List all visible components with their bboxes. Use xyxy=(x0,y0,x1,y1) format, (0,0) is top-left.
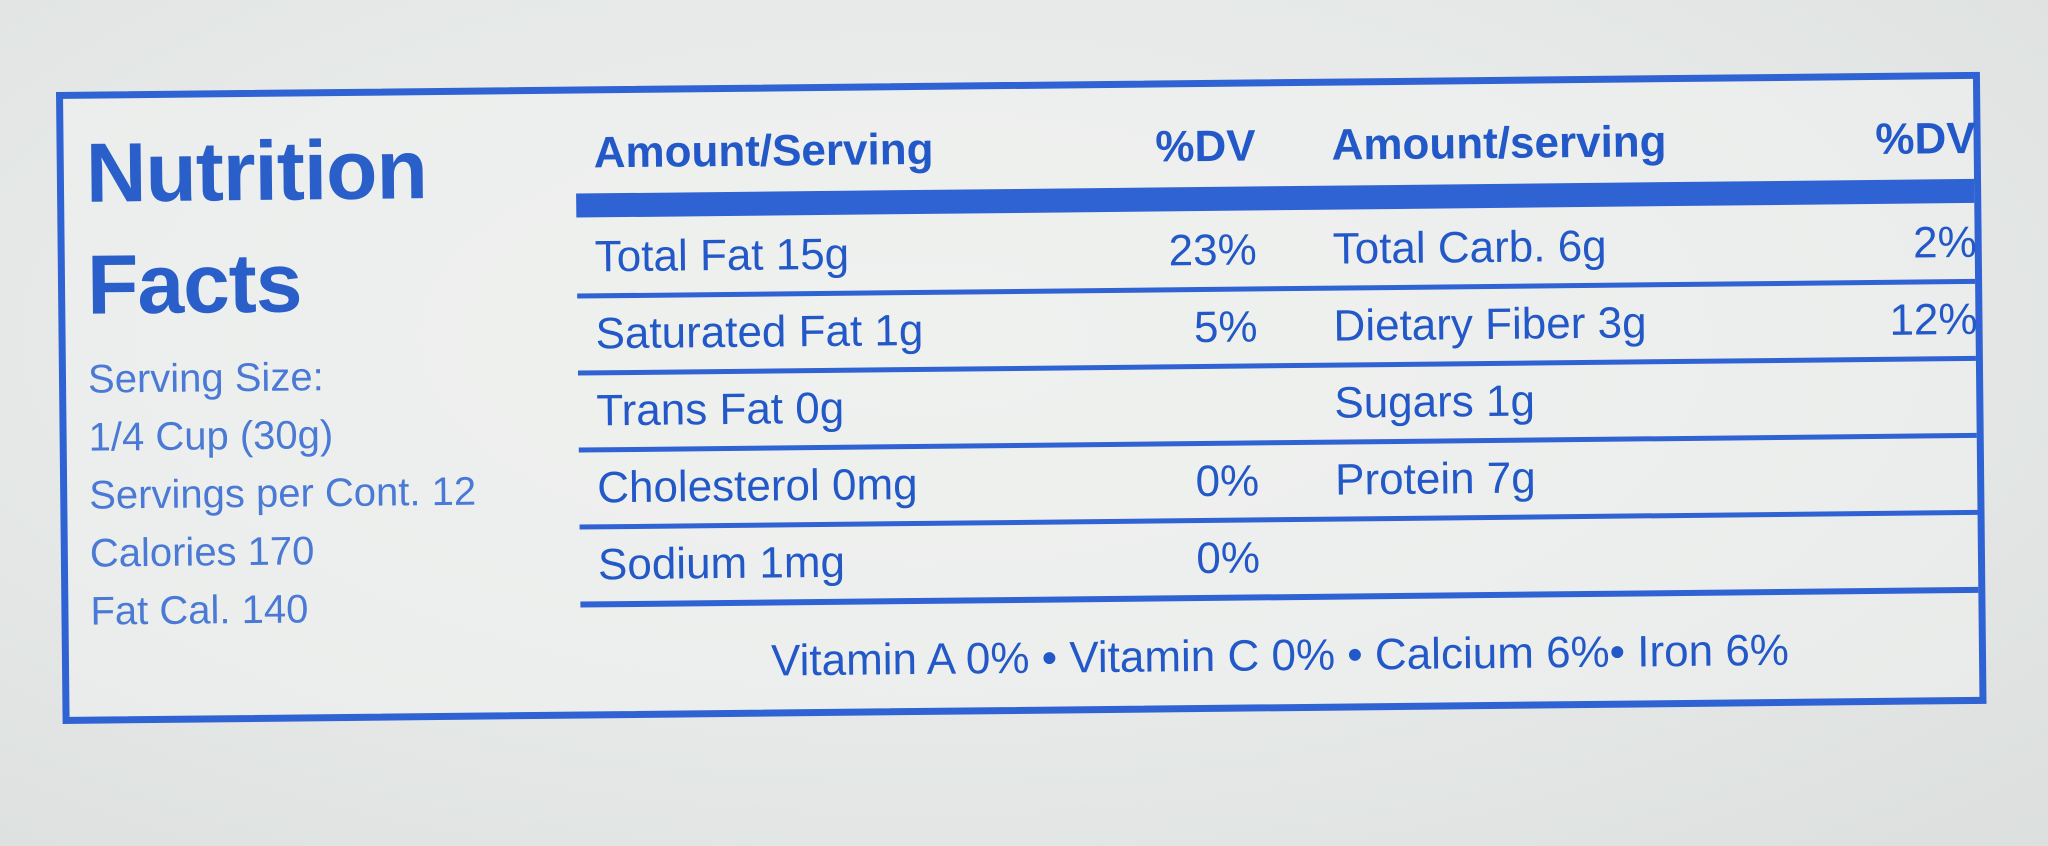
nutrient-name-right: Total Carb. 6g xyxy=(1332,221,1607,274)
servings-per-container: Servings per Cont. 12 xyxy=(88,469,477,518)
nutrient-name-left: Saturated Fat 1g xyxy=(595,305,924,359)
nutrient-dv-right xyxy=(1778,397,1978,399)
nutrient-name-left: Trans Fat 0g xyxy=(596,383,845,436)
nutrient-dv-left: 0% xyxy=(1195,456,1260,507)
header-amount-left: Amount/Serving xyxy=(593,124,934,178)
nutrient-grid: Amount/Serving %DV Amount/serving %DV To… xyxy=(575,79,1979,712)
nutrient-name-left: Total Fat 15g xyxy=(594,229,850,282)
serving-size-value: 1/4 Cup (30g) xyxy=(88,413,334,460)
nutrient-name-left: Cholesterol 0mg xyxy=(596,460,918,513)
nutrient-dv-right: 12% xyxy=(1889,294,1978,345)
header-row: Amount/Serving %DV Amount/serving %DV xyxy=(575,99,1976,194)
header-dv-right: %DV xyxy=(1875,113,1976,164)
fat-calories: Fat Cal. 140 xyxy=(90,587,309,634)
nutrient-dv-right xyxy=(1779,474,1979,476)
nutrient-name-right: Sugars 1g xyxy=(1334,376,1536,428)
nutrient-dv-left: 0% xyxy=(1196,533,1261,584)
title-nutrition: Nutrition xyxy=(85,122,428,220)
label-left-panel: Nutrition Facts Serving Size: 1/4 Cup (3… xyxy=(85,111,590,640)
nutrient-name-right: Dietary Fiber 3g xyxy=(1333,298,1647,351)
nutrient-name-left: Sodium 1mg xyxy=(597,537,846,590)
nutrient-dv-left: 5% xyxy=(1193,302,1258,353)
serving-size-label: Serving Size: xyxy=(87,355,324,402)
header-dv-left: %DV xyxy=(1155,121,1256,172)
nutrient-dv-left xyxy=(1108,404,1258,406)
nutrient-dv-right: 2% xyxy=(1912,217,1977,268)
calories: Calories 170 xyxy=(89,529,315,576)
nutrient-name-right: Protein 7g xyxy=(1334,453,1536,505)
vitamins-row: Vitamin A 0% • Vitamin C 0% • Calcium 6%… xyxy=(581,609,1980,704)
nutrition-facts-label: Nutrition Facts Serving Size: 1/4 Cup (3… xyxy=(56,71,1987,724)
nutrient-dv-left: 23% xyxy=(1168,225,1257,276)
vitamins-text: Vitamin A 0% • Vitamin C 0% • Calcium 6%… xyxy=(770,625,1790,686)
title-facts: Facts xyxy=(86,235,302,332)
header-amount-right: Amount/serving xyxy=(1331,117,1667,170)
nutrient-dv-right xyxy=(1780,551,1980,553)
